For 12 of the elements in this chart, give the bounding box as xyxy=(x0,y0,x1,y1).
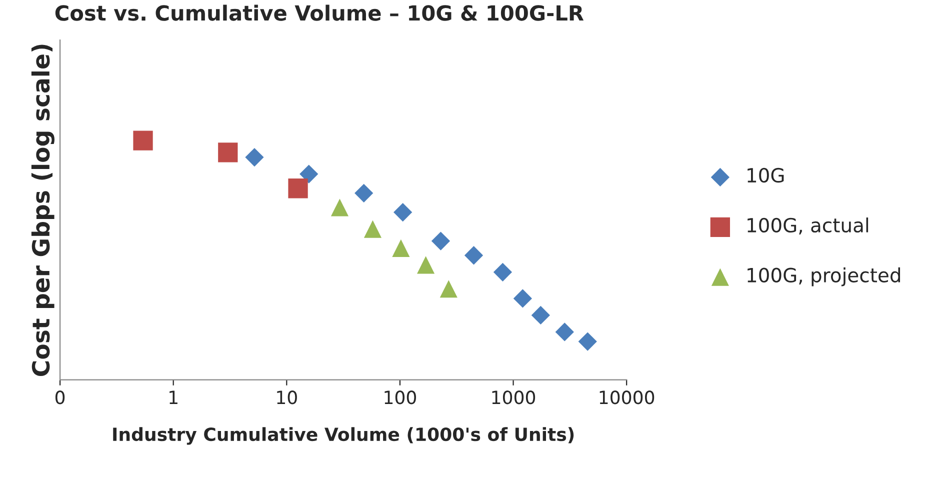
x-tick-label: 10000 xyxy=(600,390,654,404)
legend-label: 100G, projected xyxy=(748,267,900,286)
x-tick-label: 100 xyxy=(384,390,416,404)
x-axis-title: Industry Cumulative Volume (1000's of Units) xyxy=(113,427,574,445)
x-tick-label: 0 xyxy=(55,390,65,404)
x-tick-label: 10 xyxy=(277,390,297,404)
x-tick-label: 1 xyxy=(170,390,178,404)
x-tick-label: 1000 xyxy=(492,390,536,404)
legend-label: 10G xyxy=(748,168,784,183)
chart-title: Cost vs. Cumulative Volume – 10G & 100G-LR xyxy=(55,4,584,21)
y-axis-title: Cost per Gbps (log scale) xyxy=(31,44,54,376)
legend-label: 100G, actual xyxy=(748,217,868,235)
